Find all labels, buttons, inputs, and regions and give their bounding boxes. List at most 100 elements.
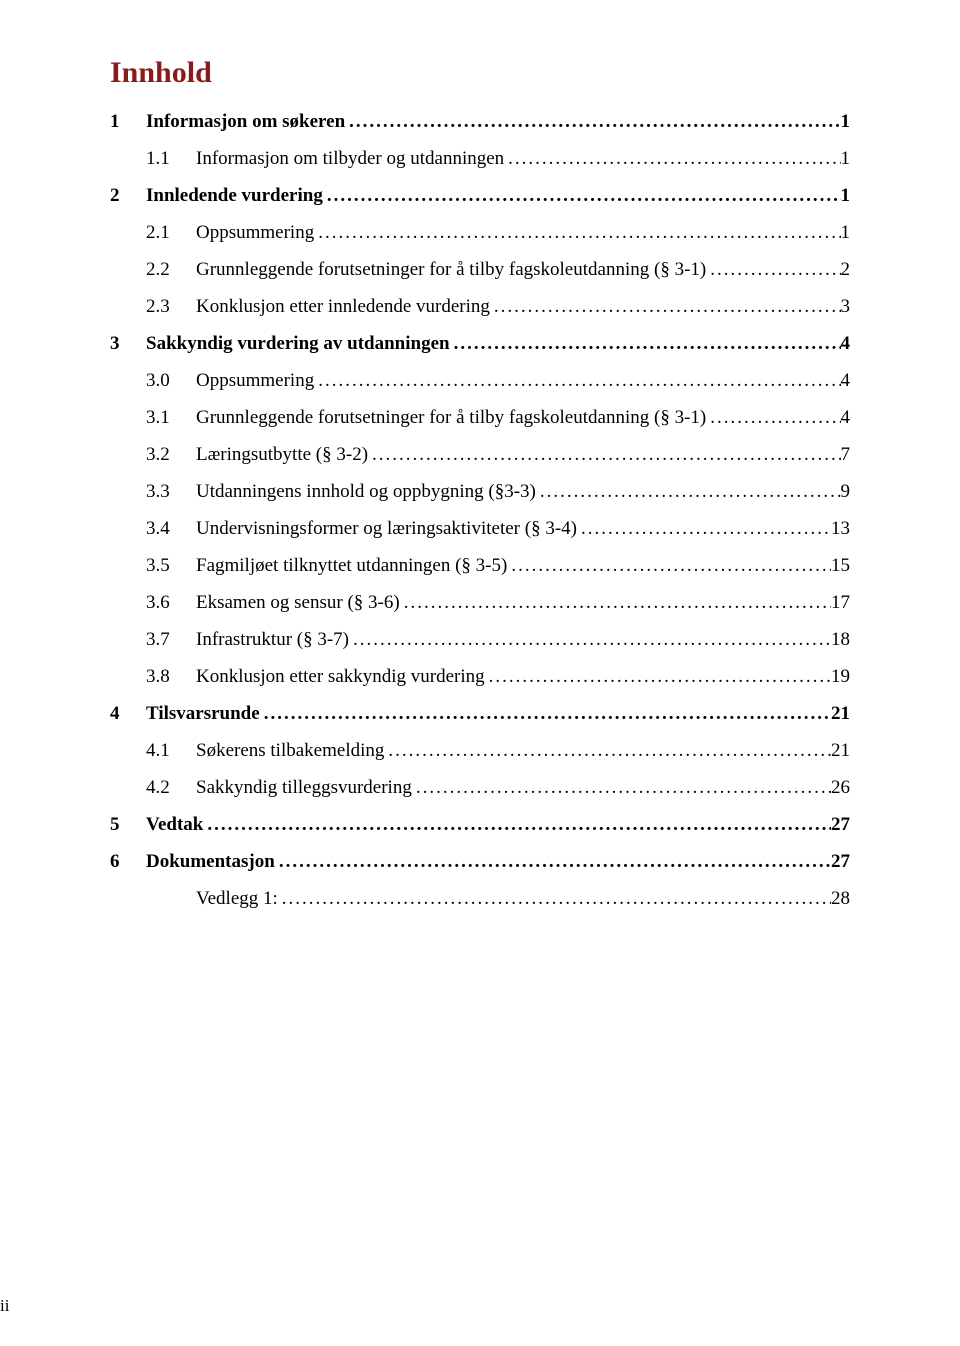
- toc-entry-leader: ........................................…: [450, 334, 841, 353]
- toc-entry-leader: ........................................…: [536, 482, 841, 501]
- toc-entry: 1.1Informasjon om tilbyder og utdanninge…: [110, 149, 850, 168]
- toc-entry-number: 3.1: [146, 408, 196, 427]
- toc-entry-page: 18: [831, 630, 850, 649]
- toc-entry-label: Oppsummering: [196, 371, 314, 390]
- toc-entry-label: Vedtak: [146, 815, 203, 834]
- toc-entry: 3Sakkyndig vurdering av utdanningen.....…: [110, 334, 850, 353]
- toc-entry-leader: ........................................…: [368, 445, 840, 464]
- toc-entry-label: Vedlegg 1:: [196, 889, 278, 908]
- toc-entry-leader: ........................................…: [577, 519, 831, 538]
- toc-entry-label: Tilsvarsrunde: [146, 704, 260, 723]
- toc-entry-number: 3.3: [146, 482, 196, 501]
- toc-entry-label: Sakkyndig tilleggsvurdering: [196, 778, 412, 797]
- toc-entry-leader: ........................................…: [485, 667, 831, 686]
- toc-entry-label: Oppsummering: [196, 223, 314, 242]
- toc-entry: 3.0Oppsummering.........................…: [110, 371, 850, 390]
- toc-entry-leader: ........................................…: [412, 778, 831, 797]
- toc-entry-number: 3.0: [146, 371, 196, 390]
- toc-entry: 3.6Eksamen og sensur (§ 3-6)............…: [110, 593, 850, 612]
- toc-entry: 1Informasjon om søkeren.................…: [110, 112, 850, 131]
- toc-entry-label: Konklusjon etter innledende vurdering: [196, 297, 490, 316]
- toc-entry-number: 3.5: [146, 556, 196, 575]
- toc-entry-page: 1: [841, 223, 851, 242]
- toc-entry-page: 2: [841, 260, 851, 279]
- toc-entry-page: 4: [841, 408, 851, 427]
- toc-entry-leader: ........................................…: [275, 852, 831, 871]
- toc-entry-label: Dokumentasjon: [146, 852, 275, 871]
- toc-entry-page: 9: [841, 482, 851, 501]
- toc-entry-leader: ........................................…: [706, 408, 840, 427]
- toc-entry-leader: ........................................…: [345, 112, 840, 131]
- toc-entry-number: 2.3: [146, 297, 196, 316]
- toc-entry-number: 1.1: [146, 149, 196, 168]
- toc-entry-leader: ........................................…: [314, 371, 840, 390]
- toc-entry-page: 13: [831, 519, 850, 538]
- toc-entry: 4.2Sakkyndig tilleggsvurdering..........…: [110, 778, 850, 797]
- toc-entry-label: Infrastruktur (§ 3-7): [196, 630, 349, 649]
- toc-entry-page: 15: [831, 556, 850, 575]
- toc-entry: 3.5Fagmiljøet tilknyttet utdanningen (§ …: [110, 556, 850, 575]
- toc-entry-label: Grunnleggende forutsetninger for å tilby…: [196, 260, 706, 279]
- page-container: Innhold 1Informasjon om søkeren.........…: [0, 0, 960, 1346]
- toc-entry-page: 4: [841, 371, 851, 390]
- toc-list: 1Informasjon om søkeren.................…: [110, 112, 850, 908]
- toc-entry-number: 2.1: [146, 223, 196, 242]
- toc-entry: 2.3Konklusjon etter innledende vurdering…: [110, 297, 850, 316]
- toc-entry-label: Informasjon om tilbyder og utdanningen: [196, 149, 504, 168]
- toc-entry-leader: ........................................…: [507, 556, 831, 575]
- toc-entry: 4Tilsvarsrunde..........................…: [110, 704, 850, 723]
- toc-entry-label: Fagmiljøet tilknyttet utdanningen (§ 3-5…: [196, 556, 507, 575]
- toc-entry-number: 2: [110, 186, 146, 205]
- toc-entry: 3.2Læringsutbytte (§ 3-2)...............…: [110, 445, 850, 464]
- toc-entry-leader: ........................................…: [400, 593, 831, 612]
- toc-entry-label: Informasjon om søkeren: [146, 112, 345, 131]
- toc-entry-leader: ........................................…: [349, 630, 831, 649]
- toc-entry: 3.4Undervisningsformer og læringsaktivit…: [110, 519, 850, 538]
- toc-entry-number: 4.2: [146, 778, 196, 797]
- toc-entry-page: 7: [841, 445, 851, 464]
- toc-entry-leader: ........................................…: [706, 260, 840, 279]
- toc-entry-page: 21: [831, 704, 850, 723]
- toc-entry-number: 3: [110, 334, 146, 353]
- toc-entry-label: Undervisningsformer og læringsaktivitete…: [196, 519, 577, 538]
- toc-entry-label: Søkerens tilbakemelding: [196, 741, 384, 760]
- toc-entry-page: 26: [831, 778, 850, 797]
- toc-entry: 3.3Utdanningens innhold og oppbygning (§…: [110, 482, 850, 501]
- toc-entry-leader: ........................................…: [314, 223, 840, 242]
- toc-entry-leader: ........................................…: [504, 149, 840, 168]
- toc-entry: 2.2Grunnleggende forutsetninger for å ti…: [110, 260, 850, 279]
- toc-entry: 4.1Søkerens tilbakemelding..............…: [110, 741, 850, 760]
- toc-entry: 2Innledende vurdering...................…: [110, 186, 850, 205]
- toc-entry-number: 3.6: [146, 593, 196, 612]
- toc-entry: 2.1Oppsummering.........................…: [110, 223, 850, 242]
- toc-entry-label: Innledende vurdering: [146, 186, 323, 205]
- toc-entry-page: 27: [831, 815, 850, 834]
- toc-entry-leader: ........................................…: [203, 815, 831, 834]
- toc-entry-number: 2.2: [146, 260, 196, 279]
- toc-entry-number: 1: [110, 112, 146, 131]
- toc-entry: 3.8Konklusjon etter sakkyndig vurdering.…: [110, 667, 850, 686]
- page-number-footer: ii: [0, 1296, 9, 1316]
- toc-entry-page: 3: [841, 297, 851, 316]
- toc-entry: 6Dokumentasjon..........................…: [110, 852, 850, 871]
- toc-entry-number: 3.7: [146, 630, 196, 649]
- toc-entry: 3.1Grunnleggende forutsetninger for å ti…: [110, 408, 850, 427]
- toc-entry-label: Sakkyndig vurdering av utdanningen: [146, 334, 450, 353]
- toc-entry-page: 1: [841, 112, 851, 131]
- toc-entry-number: 6: [110, 852, 146, 871]
- toc-entry-number: 4.1: [146, 741, 196, 760]
- toc-entry-page: 21: [831, 741, 850, 760]
- toc-entry-page: 27: [831, 852, 850, 871]
- toc-entry: 5Vedtak.................................…: [110, 815, 850, 834]
- toc-entry-label: Grunnleggende forutsetninger for å tilby…: [196, 408, 706, 427]
- toc-title: Innhold: [110, 56, 850, 90]
- toc-entry-label: Læringsutbytte (§ 3-2): [196, 445, 368, 464]
- toc-entry-number: 3.2: [146, 445, 196, 464]
- toc-entry-leader: ........................................…: [323, 186, 841, 205]
- toc-entry-page: 4: [841, 334, 851, 353]
- toc-entry-leader: ........................................…: [490, 297, 841, 316]
- toc-entry-label: Eksamen og sensur (§ 3-6): [196, 593, 400, 612]
- toc-entry-number: 3.4: [146, 519, 196, 538]
- toc-entry-page: 1: [841, 149, 851, 168]
- toc-entry: 3.7Infrastruktur (§ 3-7)................…: [110, 630, 850, 649]
